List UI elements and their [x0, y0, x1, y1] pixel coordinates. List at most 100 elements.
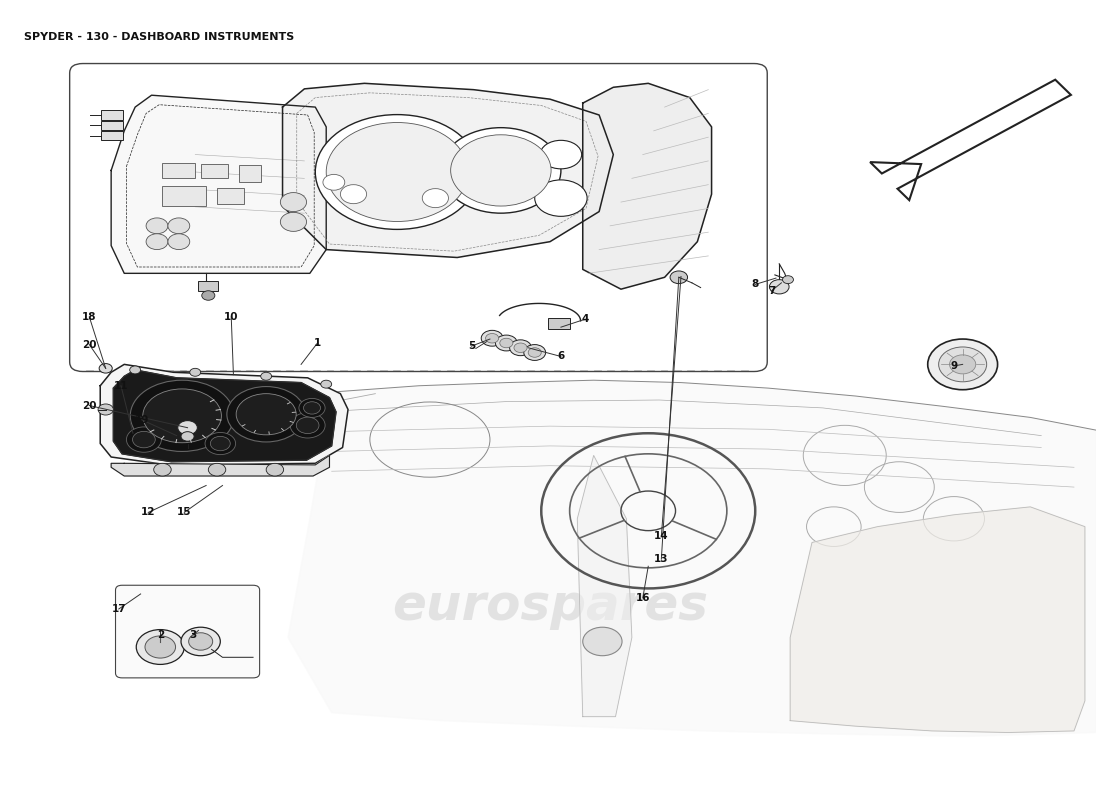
Circle shape: [949, 355, 976, 374]
Circle shape: [769, 280, 789, 294]
Ellipse shape: [236, 394, 296, 435]
Bar: [163, 162, 195, 178]
Ellipse shape: [143, 389, 221, 442]
Polygon shape: [113, 370, 336, 462]
Circle shape: [514, 343, 527, 353]
Circle shape: [296, 417, 319, 434]
Circle shape: [938, 347, 987, 382]
Circle shape: [481, 330, 503, 346]
Ellipse shape: [540, 140, 582, 169]
Bar: [217, 188, 244, 204]
Circle shape: [304, 402, 320, 414]
Polygon shape: [288, 380, 1096, 737]
Bar: [198, 282, 218, 290]
Text: 9: 9: [950, 361, 957, 371]
Text: 5: 5: [468, 341, 475, 351]
Bar: [101, 121, 123, 130]
Circle shape: [670, 271, 688, 284]
Circle shape: [323, 174, 344, 190]
Text: 20: 20: [82, 401, 97, 410]
Circle shape: [422, 189, 449, 208]
Circle shape: [132, 431, 155, 448]
Circle shape: [299, 398, 326, 418]
Ellipse shape: [535, 180, 587, 216]
Ellipse shape: [130, 380, 234, 451]
Circle shape: [261, 372, 272, 380]
Circle shape: [210, 436, 230, 450]
Circle shape: [280, 193, 307, 211]
Bar: [101, 110, 123, 120]
Circle shape: [208, 463, 226, 476]
Ellipse shape: [316, 114, 478, 230]
Text: 8: 8: [751, 279, 759, 290]
Bar: [548, 318, 570, 329]
Circle shape: [201, 290, 214, 300]
Circle shape: [495, 335, 517, 351]
Text: 3: 3: [189, 630, 197, 640]
Text: 16: 16: [636, 593, 650, 603]
Circle shape: [280, 212, 307, 231]
Circle shape: [266, 463, 284, 476]
Circle shape: [178, 421, 197, 435]
Polygon shape: [283, 83, 614, 258]
Text: 19: 19: [134, 414, 148, 425]
Circle shape: [154, 463, 172, 476]
Polygon shape: [870, 80, 1071, 200]
Circle shape: [509, 340, 531, 356]
Text: 15: 15: [177, 507, 191, 518]
Polygon shape: [583, 83, 712, 289]
Circle shape: [524, 345, 546, 361]
Circle shape: [98, 404, 113, 415]
Ellipse shape: [441, 128, 561, 213]
Text: 14: 14: [654, 531, 669, 541]
Circle shape: [321, 380, 332, 388]
Text: 20: 20: [82, 339, 97, 350]
Circle shape: [189, 633, 212, 650]
Text: 2: 2: [156, 630, 164, 640]
Bar: [200, 164, 228, 178]
Polygon shape: [578, 455, 631, 717]
Text: 17: 17: [111, 604, 126, 614]
Circle shape: [782, 276, 793, 284]
Circle shape: [205, 433, 235, 454]
Text: 12: 12: [141, 507, 155, 518]
Circle shape: [499, 338, 513, 348]
Polygon shape: [111, 455, 330, 476]
Circle shape: [168, 234, 189, 250]
Text: 10: 10: [224, 312, 239, 322]
Circle shape: [145, 636, 176, 658]
Text: SPYDER - 130 - DASHBOARD INSTRUMENTS: SPYDER - 130 - DASHBOARD INSTRUMENTS: [24, 32, 294, 42]
Circle shape: [136, 630, 185, 665]
Polygon shape: [111, 95, 327, 274]
Circle shape: [927, 339, 998, 390]
Bar: [101, 131, 123, 140]
Text: 1: 1: [314, 338, 321, 348]
Circle shape: [485, 334, 498, 343]
Circle shape: [130, 366, 141, 374]
FancyBboxPatch shape: [116, 586, 260, 678]
Text: 7: 7: [768, 286, 776, 296]
Text: 4: 4: [581, 314, 589, 324]
Text: eurospares: eurospares: [392, 582, 708, 630]
Circle shape: [146, 218, 168, 234]
Text: 13: 13: [654, 554, 669, 564]
FancyBboxPatch shape: [69, 63, 767, 371]
Text: 18: 18: [82, 312, 97, 322]
Circle shape: [182, 627, 220, 656]
Circle shape: [340, 185, 366, 204]
Ellipse shape: [327, 122, 469, 222]
Circle shape: [189, 368, 200, 376]
Circle shape: [583, 627, 623, 656]
Polygon shape: [790, 507, 1085, 733]
Circle shape: [99, 363, 112, 373]
Circle shape: [290, 413, 326, 438]
Text: 11: 11: [113, 381, 129, 390]
Text: eurospares: eurospares: [392, 202, 708, 250]
Circle shape: [182, 432, 194, 441]
Ellipse shape: [227, 386, 306, 442]
Bar: [239, 165, 261, 182]
Circle shape: [146, 234, 168, 250]
Ellipse shape: [451, 134, 551, 206]
Circle shape: [168, 218, 189, 234]
Circle shape: [126, 427, 162, 452]
